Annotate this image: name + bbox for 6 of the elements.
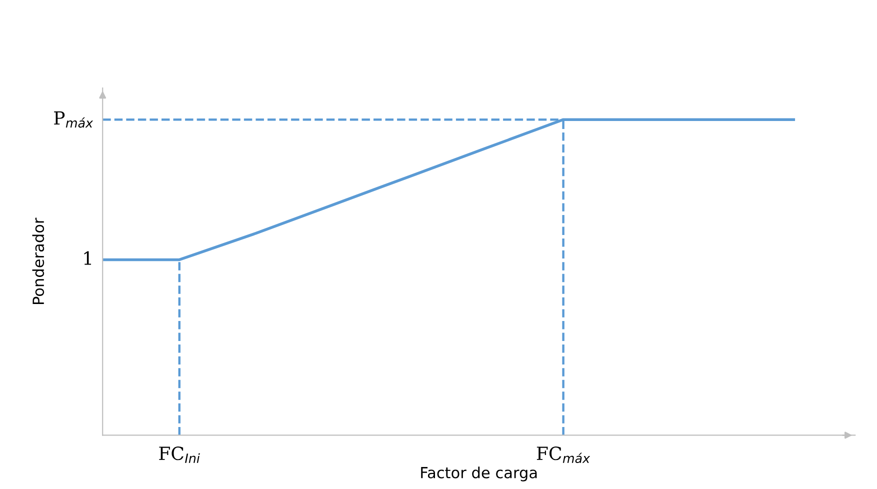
- text: 1: [84, 251, 92, 265]
- x-tick-label: FC$_{Ini}$: [159, 446, 200, 463]
- ref-line-label: P$_{máx}$: [54, 111, 94, 128]
- y-axis-title: Ponderador: [32, 218, 44, 304]
- x-tick-label: FC$_{máx}$: [536, 446, 590, 464]
- x-axis-title: Factor de carga: [421, 466, 537, 482]
